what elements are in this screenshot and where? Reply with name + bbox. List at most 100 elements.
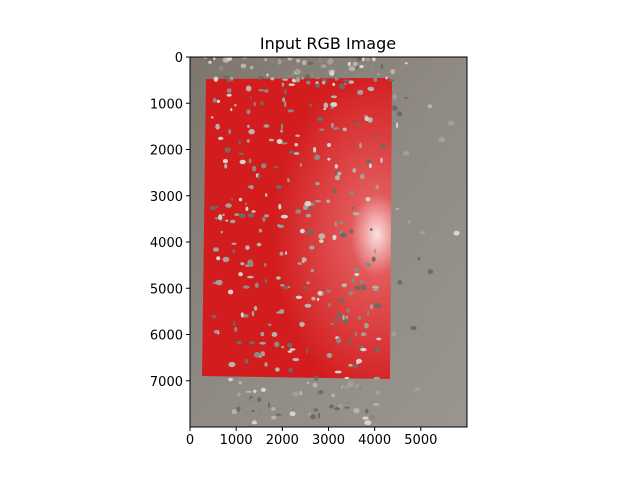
pebble: [264, 362, 268, 367]
pebble: [328, 303, 331, 308]
pebble: [264, 58, 268, 62]
pebble: [249, 65, 254, 70]
pebble: [284, 89, 287, 95]
pebble: [216, 256, 221, 261]
pebble: [295, 68, 300, 74]
pebble: [264, 263, 267, 267]
pebble: [270, 77, 275, 81]
pebble: [281, 345, 285, 349]
pebble: [352, 168, 357, 173]
pebble: [248, 261, 254, 267]
pebble: [276, 276, 281, 280]
pebble: [334, 221, 337, 227]
pebble: [347, 61, 351, 67]
pebble: [285, 251, 288, 255]
pebble: [222, 75, 230, 79]
pebble: [364, 408, 369, 414]
pebble: [261, 163, 267, 169]
pebble: [349, 191, 355, 195]
pebble: [251, 210, 256, 213]
pebble: [306, 80, 311, 85]
pebble: [306, 281, 310, 285]
pebble: [316, 116, 324, 122]
pebble: [345, 315, 349, 320]
pebble: [414, 387, 421, 392]
pebble: [265, 193, 268, 197]
pebble: [211, 315, 217, 319]
pebble: [257, 397, 262, 403]
pebble: [369, 304, 374, 310]
pebble: [365, 262, 371, 268]
pebble: [372, 285, 379, 289]
pebble: [299, 228, 305, 234]
pebble: [396, 122, 399, 129]
pebble: [288, 150, 295, 154]
pebble: [354, 331, 357, 337]
pebble: [293, 152, 300, 155]
pebble: [347, 57, 351, 60]
x-tick-label: 2000: [266, 433, 299, 448]
pebble: [278, 203, 282, 210]
pebble: [285, 75, 292, 78]
pebble: [222, 213, 225, 216]
pebble: [329, 404, 334, 409]
pebble: [268, 138, 274, 142]
pebble: [240, 312, 244, 318]
x-tick-label: 1000: [220, 433, 253, 448]
pebble: [226, 93, 232, 97]
pebble: [354, 267, 360, 272]
pebble: [371, 256, 376, 262]
y-tick-label: 7000: [150, 375, 183, 390]
pebble: [364, 420, 372, 426]
pebble: [334, 318, 339, 322]
pebble: [218, 65, 224, 72]
pebble: [374, 347, 381, 352]
pebble: [352, 364, 358, 369]
pebble: [247, 124, 250, 128]
pebble: [236, 406, 241, 412]
pebble: [420, 231, 426, 235]
pebble: [310, 268, 314, 273]
pebble: [295, 209, 302, 214]
pebble: [213, 57, 216, 61]
pebble: [278, 225, 284, 228]
pebble: [234, 104, 237, 107]
pebble: [309, 245, 315, 250]
pebble: [302, 60, 307, 66]
pebble: [427, 269, 434, 275]
pebble: [377, 72, 380, 76]
y-tick-label: 3000: [150, 190, 183, 205]
pebble: [214, 205, 218, 209]
pebble: [380, 157, 383, 163]
image: [190, 57, 467, 427]
pebble: [331, 95, 337, 99]
x-tick-label: 4000: [358, 433, 391, 448]
pebble: [319, 128, 325, 131]
pebble: [397, 280, 403, 285]
pebble: [263, 124, 270, 128]
pebble: [213, 76, 219, 82]
pebble: [380, 64, 384, 70]
pebble: [248, 129, 255, 135]
pebble: [314, 375, 318, 381]
pebble: [252, 165, 257, 172]
pebble: [344, 386, 349, 389]
pebble: [225, 203, 232, 208]
pebble: [358, 64, 365, 69]
pebble: [295, 295, 303, 299]
pebble: [307, 61, 314, 65]
pebble: [240, 262, 245, 266]
pebble: [295, 134, 300, 137]
pebble: [247, 213, 255, 218]
pebble: [396, 111, 403, 117]
pebble: [260, 101, 264, 106]
pebble: [342, 314, 345, 321]
y-tick-label: 4000: [150, 236, 183, 251]
pebble: [207, 57, 214, 63]
pebble: [372, 57, 376, 62]
pebble: [230, 108, 233, 112]
pebble: [238, 387, 241, 391]
pebble: [280, 129, 284, 133]
pebble: [369, 228, 373, 231]
